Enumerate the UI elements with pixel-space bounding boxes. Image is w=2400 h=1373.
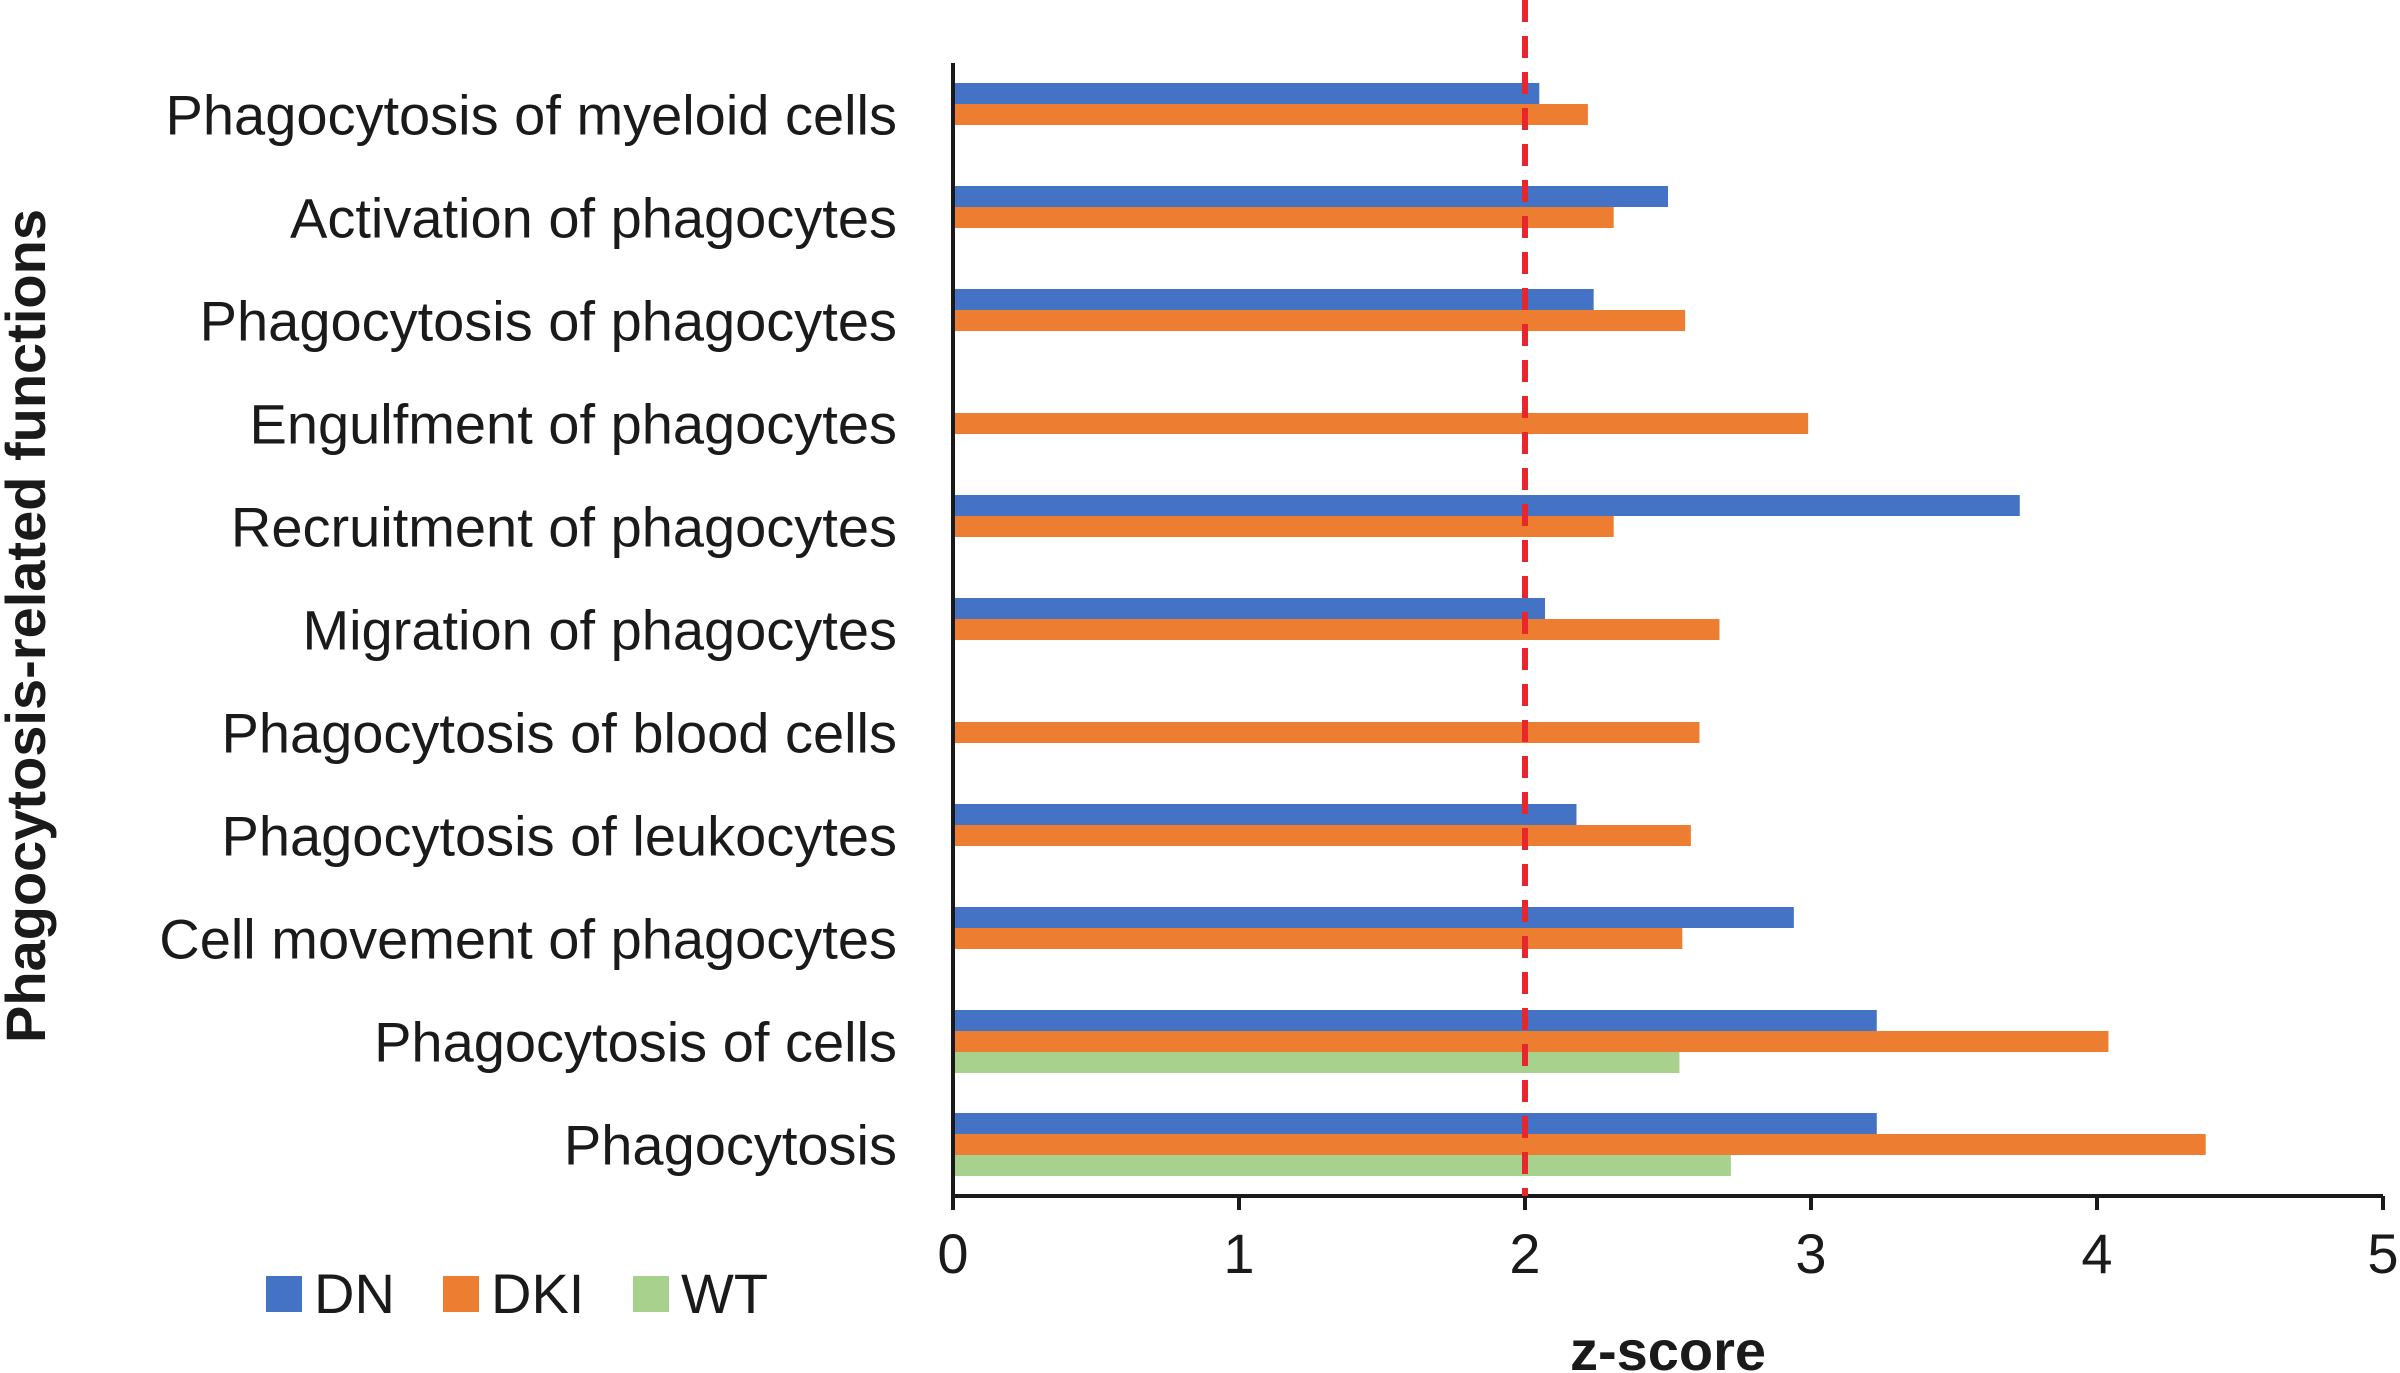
legend: DN DKI WT [266, 1262, 768, 1325]
bar-dn-4 [953, 495, 2020, 516]
x-tick-label-5: 5 [2367, 1222, 2398, 1285]
x-ticks-group: 0 1 2 3 4 5 [937, 1196, 2399, 1285]
bar-dki-2 [953, 310, 1686, 331]
bar-dki-9 [953, 1031, 2109, 1052]
category-label-10: Phagocytosis [564, 1114, 897, 1177]
bar-dn-7 [953, 804, 1577, 825]
bar-dn-0 [953, 83, 1540, 104]
bar-dki-1 [953, 207, 1614, 228]
legend-label-dki: DKI [491, 1262, 584, 1325]
legend-label-wt: WT [681, 1262, 768, 1325]
legend-swatch-dn [266, 1276, 302, 1312]
bar-dki-4 [953, 516, 1614, 537]
category-label-2: Phagocytosis of phagocytes [200, 290, 897, 353]
bar-dki-0 [953, 104, 1588, 125]
category-label-7: Phagocytosis of leukocytes [222, 805, 897, 868]
category-label-0: Phagocytosis of myeloid cells [166, 84, 897, 147]
bar-dn-2 [953, 289, 1594, 310]
bar-dn-10 [953, 1113, 1877, 1134]
y-axis-title: Phagocytosis-related functions [0, 209, 57, 1043]
bar-dki-3 [953, 413, 1809, 434]
x-tick-label-4: 4 [2081, 1222, 2112, 1285]
x-axis-title: z-score [1570, 1319, 1766, 1373]
x-tick-label-0: 0 [937, 1222, 968, 1285]
bar-dki-10 [953, 1134, 2206, 1155]
bar-wt-9 [953, 1052, 1680, 1073]
category-labels-group: Phagocytosis of myeloid cells Activation … [159, 84, 897, 1177]
x-tick-label-1: 1 [1223, 1222, 1254, 1285]
bar-dn-8 [953, 907, 1794, 928]
legend-swatch-dki [443, 1276, 479, 1312]
x-tick-label-3: 3 [1795, 1222, 1826, 1285]
category-label-3: Engulfment of phagocytes [249, 393, 897, 456]
category-label-6: Phagocytosis of blood cells [222, 702, 898, 765]
category-label-5: Migration of phagocytes [302, 599, 897, 662]
category-label-4: Recruitment of phagocytes [231, 496, 897, 559]
bar-dki-8 [953, 928, 1683, 949]
bar-dn-1 [953, 186, 1668, 207]
legend-swatch-wt [633, 1276, 669, 1312]
bar-dki-6 [953, 722, 1700, 743]
category-label-8: Cell movement of phagocytes [159, 908, 897, 971]
bar-dn-5 [953, 598, 1546, 619]
category-label-9: Phagocytosis of cells [374, 1011, 897, 1074]
category-label-1: Activation of phagocytes [290, 187, 897, 250]
legend-label-dn: DN [314, 1262, 395, 1325]
bar-dki-7 [953, 825, 1691, 846]
bar-dki-5 [953, 619, 1720, 640]
bar-dn-9 [953, 1010, 1877, 1031]
bars-group [953, 83, 2206, 1176]
bar-wt-10 [953, 1155, 1731, 1176]
x-tick-label-2: 2 [1509, 1222, 1540, 1285]
